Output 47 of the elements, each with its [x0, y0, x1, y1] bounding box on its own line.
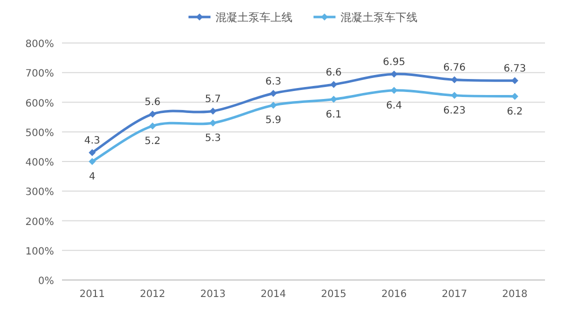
- y-tick-label: 500%: [25, 128, 54, 139]
- point: [450, 76, 458, 84]
- x-tick-label: 2012: [140, 289, 166, 300]
- point: [209, 119, 216, 126]
- data-label: 6.73: [504, 64, 526, 75]
- data-label: 5.3: [204, 132, 221, 144]
- data-label: 6.23: [443, 105, 466, 116]
- data-label: 6.6: [326, 67, 342, 78]
- point: [270, 102, 277, 109]
- y-tick-label: 0%: [38, 276, 54, 287]
- x-tick-label: 2017: [442, 289, 468, 300]
- y-tick-label: 200%: [25, 216, 54, 228]
- data-label: 4.3: [84, 136, 100, 147]
- point: [209, 108, 216, 115]
- data-label: 5.2: [144, 136, 161, 147]
- point: [149, 122, 156, 130]
- point: [88, 158, 96, 165]
- y-tick-label: 300%: [25, 187, 54, 198]
- y-tick-label: 600%: [25, 98, 54, 110]
- data-label: 6.4: [386, 100, 402, 112]
- data-label: 5.7: [204, 94, 221, 106]
- point: [270, 90, 277, 97]
- x-tick-label: 2015: [320, 289, 346, 300]
- data-label: 6.1: [326, 109, 342, 120]
- x-tick-label: 2018: [502, 289, 528, 300]
- x-tick-label: 2013: [200, 289, 226, 300]
- legend-label: 混凝土泵车上线: [216, 11, 292, 24]
- data-label: 6.76: [443, 62, 466, 74]
- data-label: 4: [89, 172, 96, 182]
- y-tick-label: 800%: [25, 39, 54, 50]
- x-tick-label: 2014: [260, 289, 286, 300]
- data-label: 6.2: [506, 106, 523, 118]
- y-tick-label: 400%: [25, 158, 54, 168]
- data-label: 6.95: [382, 57, 406, 68]
- legend-label: 混凝土泵车下线: [340, 11, 418, 24]
- y-tick-label: 100%: [25, 246, 54, 258]
- x-tick-label: 2016: [381, 289, 407, 300]
- y-tick-label: 700%: [25, 68, 54, 80]
- x-tick-label: 2011: [79, 289, 105, 300]
- point: [149, 110, 156, 118]
- data-label: 6.3: [265, 76, 282, 88]
- data-label: 5.6: [144, 97, 161, 108]
- data-label: 5.9: [265, 115, 282, 126]
- point: [511, 77, 518, 84]
- point: [330, 80, 338, 88]
- point: [88, 149, 96, 156]
- point: [330, 96, 338, 103]
